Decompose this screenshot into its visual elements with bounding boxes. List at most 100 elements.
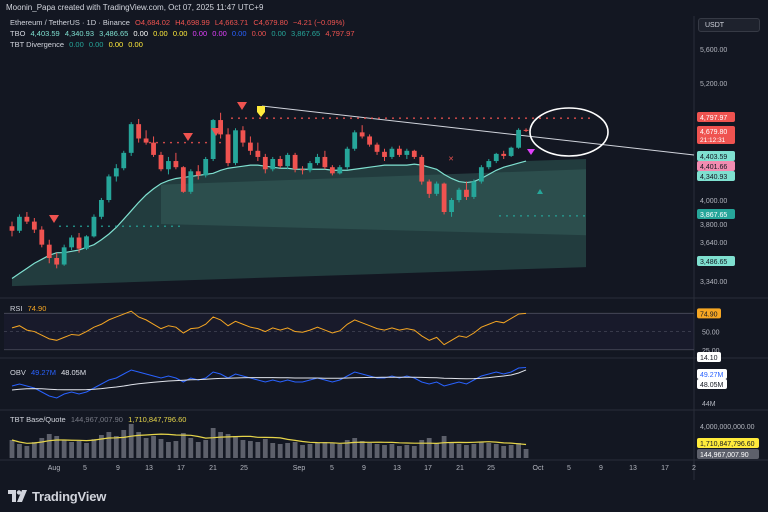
volume-bar <box>218 432 223 458</box>
price-tag <box>697 161 735 171</box>
rsi-min-tag-label: 14.10 <box>700 355 718 362</box>
volume-bar <box>397 446 402 458</box>
resistance-dot <box>308 117 310 120</box>
rsi-label[interactable]: RSI <box>10 304 23 313</box>
tbo-cloud-inner-area <box>161 169 586 236</box>
change-value: −4.21 (−0.09%) <box>293 18 345 27</box>
tradingview-logo[interactable]: TradingView <box>8 488 106 504</box>
obv-value-tag <box>697 369 727 379</box>
resistance-dot <box>511 117 513 120</box>
currency-button[interactable]: USDT <box>698 18 760 32</box>
price-tag <box>697 112 735 122</box>
rsi-min-tag <box>697 352 721 362</box>
volume-bar <box>307 444 313 458</box>
candle-body <box>523 129 529 131</box>
candle-body <box>166 161 171 170</box>
candle-body <box>419 156 425 182</box>
candle-body <box>255 150 261 157</box>
obv-label[interactable]: OBV <box>10 368 26 377</box>
resistance-dot <box>301 117 303 120</box>
time-tick-label: 17 <box>424 465 432 472</box>
candle-body <box>411 150 417 157</box>
volume-bar <box>426 438 432 458</box>
candle-body <box>344 148 350 168</box>
resistance-dot <box>329 117 331 120</box>
candle-body <box>106 176 112 200</box>
volume-bar <box>456 444 462 458</box>
close-value: C4,679.80 <box>253 18 288 27</box>
bearish-divergence-marker <box>527 149 535 155</box>
resistance-dot <box>259 117 261 120</box>
support-dot <box>562 214 564 217</box>
volume-bar <box>195 442 201 458</box>
symbol-name[interactable]: Ethereum / TetherUS · 1D · Binance <box>10 18 130 27</box>
tbo-fast-line <box>11 160 527 279</box>
candle-body <box>195 171 201 176</box>
price-tag-label: 4,340.93 <box>700 174 727 181</box>
buy-signal-marker <box>537 189 543 194</box>
candle-body <box>471 181 477 197</box>
volume-bar <box>76 441 82 458</box>
candle-body <box>240 130 246 143</box>
obv-line <box>11 366 527 399</box>
candle-body <box>493 153 499 162</box>
price-tag-label: 4,679.80 <box>700 129 727 136</box>
resistance-dot <box>156 141 158 144</box>
obv-ma-value: 48.05M <box>61 368 87 377</box>
support-dot <box>506 214 508 217</box>
open-value: O4,684.02 <box>135 18 171 27</box>
volume-bar <box>464 445 469 458</box>
tbo-label[interactable]: TBO <box>10 29 26 38</box>
resistance-dot <box>273 117 275 120</box>
resistance-dot <box>198 141 200 144</box>
resistance-dot <box>518 117 520 120</box>
price-tag <box>697 126 735 144</box>
rsi-band <box>4 313 694 350</box>
candle-body <box>180 167 186 192</box>
candle-body <box>69 237 74 248</box>
resistance-dot <box>490 117 492 120</box>
candle-body <box>225 134 231 164</box>
candle-body <box>359 132 365 137</box>
volume-bar <box>501 446 507 458</box>
support-dot <box>555 214 557 217</box>
volume-bar <box>449 442 454 458</box>
volume-bar <box>240 440 246 458</box>
volume-bar <box>523 449 529 458</box>
resistance-dot <box>588 117 590 120</box>
resistance-dot <box>315 117 317 120</box>
price-tag <box>697 151 735 161</box>
volume-bar <box>248 441 253 458</box>
price-tag <box>697 256 735 266</box>
volume-bar <box>486 443 492 458</box>
chart-canvas[interactable]: 5,600.005,200.004,800.004,400.004,000.00… <box>0 16 768 480</box>
time-tick-label: 13 <box>145 465 153 472</box>
volume-bar <box>151 436 156 458</box>
volume-label[interactable]: TBT Base/Quote <box>10 415 66 424</box>
candle-body <box>441 183 447 212</box>
resistance-dot <box>469 117 471 120</box>
volume-bar <box>359 441 365 458</box>
high-value: H4,698.99 <box>175 18 210 27</box>
time-tick-label: 21 <box>209 465 217 472</box>
support-dot <box>108 225 110 228</box>
resistance-dot <box>420 117 422 120</box>
divergence-label[interactable]: TBT Divergence <box>10 40 65 49</box>
resistance-dot <box>504 117 506 120</box>
obv-value-tag-label: 49.27M <box>700 372 724 379</box>
tbo-value: 0.00 <box>271 29 286 38</box>
support-dot <box>171 225 173 228</box>
resistance-dot <box>205 141 207 144</box>
candle-body <box>158 154 164 170</box>
volume-bar <box>478 442 484 458</box>
resistance-dot <box>219 141 221 144</box>
candle-body <box>277 159 283 167</box>
volume-bar <box>471 444 477 458</box>
price-tick-label: 4,000.00 <box>700 198 727 205</box>
time-tick-label: 13 <box>629 465 637 472</box>
support-dot <box>129 225 131 228</box>
volume-bar <box>143 438 149 458</box>
footer: TradingView <box>0 480 768 512</box>
volume-ma-tag <box>697 438 759 448</box>
tbo-value: 4,403.59 <box>30 29 60 38</box>
